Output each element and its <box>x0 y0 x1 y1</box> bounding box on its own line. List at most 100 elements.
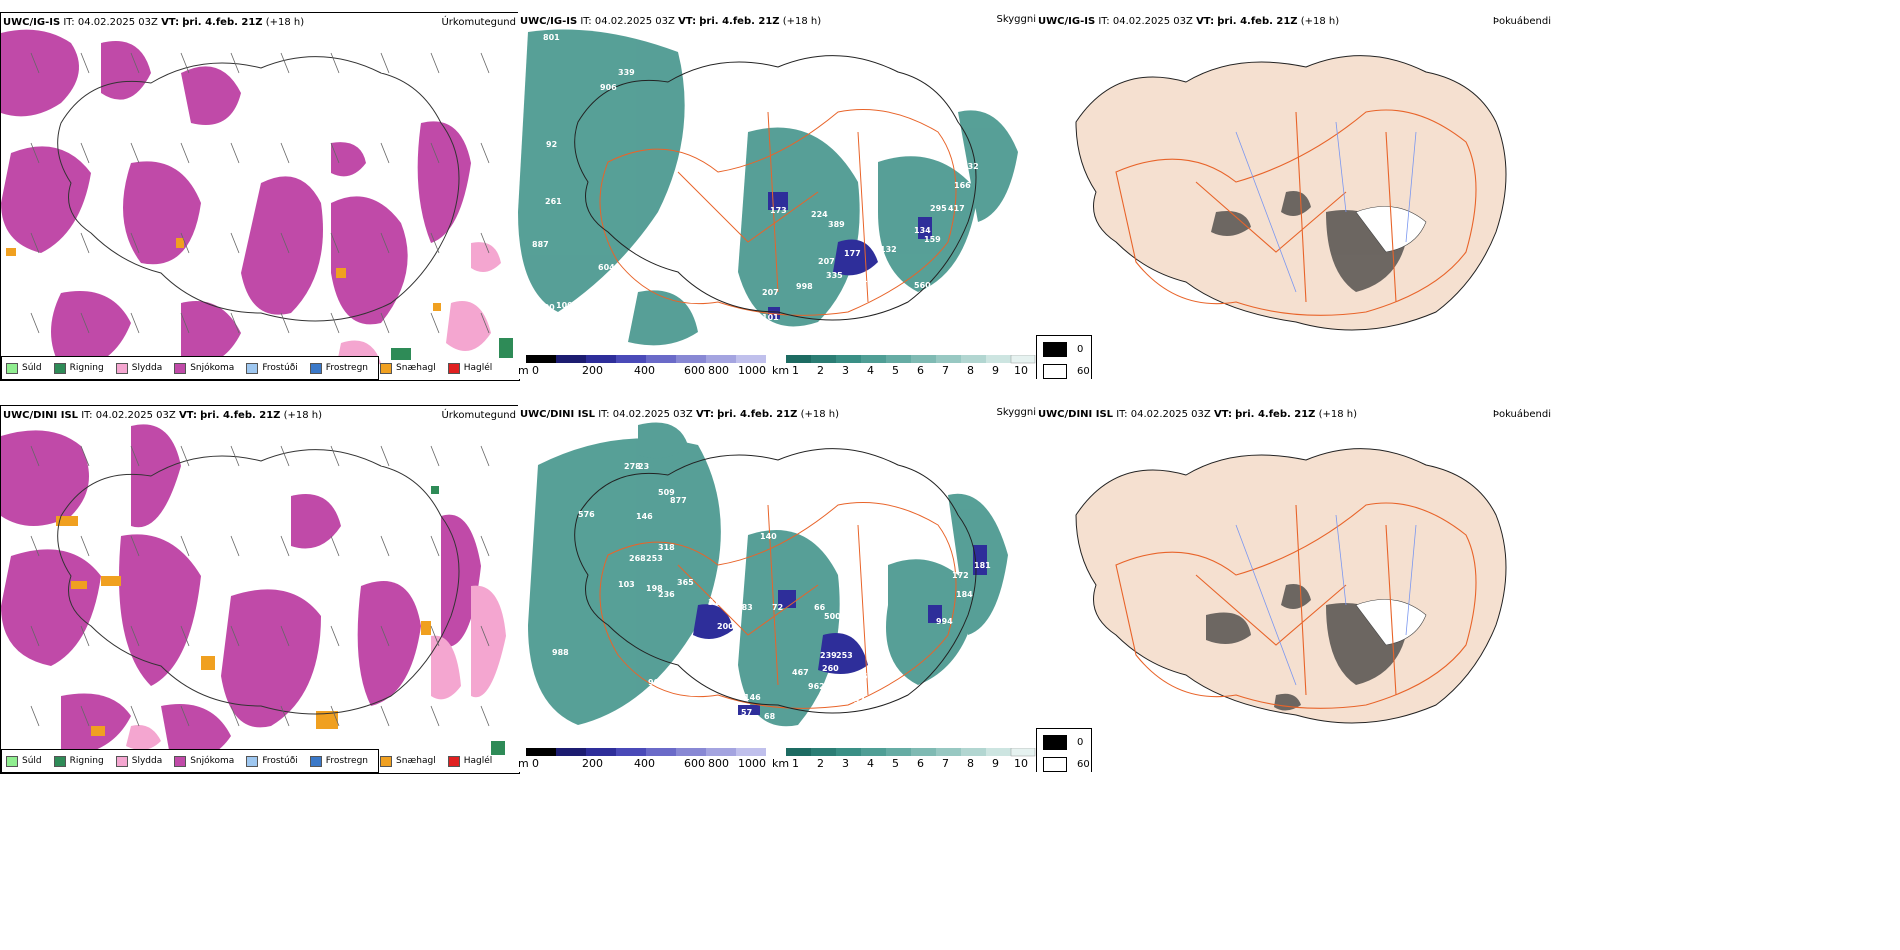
scale-tick: 1 <box>792 364 799 377</box>
valid-time: þri. 4.feb. 21Z <box>200 410 281 421</box>
vis-label: 68 <box>764 712 776 721</box>
fog-map-igis <box>1075 55 1507 331</box>
model-name: UWC/DINI ISL <box>1038 409 1114 420</box>
valid-label: VT: <box>178 410 197 421</box>
scale-unit: m <box>518 757 529 770</box>
precip-map-dini <box>1 424 506 762</box>
coastline <box>57 449 460 715</box>
vis-km-field <box>518 29 1018 346</box>
scale-tick: 6 <box>917 757 924 770</box>
swatch <box>53 755 66 767</box>
vis-label: 294 <box>986 643 1003 652</box>
legend-label: 0 <box>1077 344 1084 355</box>
model-name: UWC/IG-IS <box>3 17 61 28</box>
legend-label: 0 <box>1077 737 1084 748</box>
vis-m-field <box>693 545 987 715</box>
vis-label: 198 <box>646 584 663 593</box>
swatch <box>53 362 66 374</box>
vis-label: 159 <box>924 235 941 244</box>
scale-tick: 0 <box>532 757 539 770</box>
vis-label: 975 <box>672 700 689 709</box>
vis-label: 389 <box>828 220 845 229</box>
coastline <box>574 448 977 714</box>
panel-header: UWC/IG-IS IT: 04.02.2025 03Z VT: þri. 4.… <box>1038 16 1339 27</box>
rivers <box>1235 514 1417 686</box>
fog-legend-high: 60 <box>1043 757 1090 772</box>
wind-barbs <box>30 445 490 727</box>
swatch <box>1043 364 1067 379</box>
scale-tick: 200 <box>582 757 603 770</box>
panel-title: Skyggni <box>996 407 1036 418</box>
vis-value-labels: 801 339 906 92 261 887 1000 900 603 604 … <box>532 33 979 332</box>
vis-label: 103 <box>618 580 635 589</box>
scale-m-bar <box>526 355 766 363</box>
vis-label: 998 <box>796 282 813 291</box>
init-time: IT: 04.02.2025 03Z <box>81 410 176 421</box>
valid-time: þri. 4.feb. 21Z <box>1217 16 1298 27</box>
hail-blobs <box>56 516 431 736</box>
vis-label: 232 <box>962 162 979 171</box>
rain-blobs <box>431 486 505 755</box>
precip-map-igis <box>1 29 513 373</box>
panel-title: Úrkomutegund <box>441 17 516 28</box>
scale-tick: 1000 <box>738 757 766 770</box>
init-time: IT: 04.02.2025 03Z <box>580 16 675 27</box>
legend-label: Súld <box>22 756 42 766</box>
valid-label: VT: <box>1196 16 1215 27</box>
vis-label: 110 <box>696 643 713 652</box>
fog-legend: 0 60 <box>1036 335 1092 379</box>
vis-label: 906 <box>600 83 617 92</box>
visibility-scale-km: km 1 2 3 4 5 6 7 8 9 10 <box>772 748 1036 772</box>
legend-label: Snæhagl <box>396 363 436 373</box>
scale-tick: 600 <box>684 757 705 770</box>
wind-barbs <box>30 52 490 334</box>
vis-value-labels: 278 23 509 877 576 146 140 318 268 253 3… <box>534 462 1003 723</box>
swatch <box>309 755 322 767</box>
vis-label: 207 <box>762 288 779 297</box>
model-name: UWC/IG-IS <box>1038 16 1096 27</box>
swatch <box>115 755 128 767</box>
vis-label: 997 <box>848 696 865 705</box>
legend-label: Rigning <box>69 756 104 766</box>
model-name: UWC/DINI ISL <box>3 410 79 421</box>
roads <box>599 502 957 709</box>
legend-label: 60 <box>1077 759 1090 770</box>
valid-time: þri. 4.feb. 21Z <box>182 17 263 28</box>
legend-label: Snjókoma <box>190 363 235 373</box>
scale-m-bar <box>526 748 766 756</box>
legend-label: Rigning <box>69 363 104 373</box>
precip-type-legend: Súld Rigning Slydda Snjókoma Frostúði Fr… <box>1 356 492 380</box>
fog-legend-high: 60 <box>1043 364 1090 379</box>
lead-time: (+18 h) <box>1318 409 1358 420</box>
swatch <box>1043 735 1067 750</box>
vis-label: 268 <box>629 554 646 563</box>
lead-time: (+18 h) <box>782 16 822 27</box>
vis-label: 224 <box>811 210 828 219</box>
swatch <box>6 362 18 374</box>
vis-label: 576 <box>578 510 595 519</box>
valid-label: VT: <box>161 17 180 28</box>
fog-panel-dini: UWC/DINI ISL IT: 04.02.2025 03Z VT: þri.… <box>1036 405 1556 772</box>
visibility-panel-dini: 278 23 509 877 576 146 140 318 268 253 3… <box>518 405 1036 772</box>
visibility-map-dini: 278 23 509 877 576 146 140 318 268 253 3… <box>528 422 1008 727</box>
vis-label: 173 <box>770 206 787 215</box>
scale-tick: 7 <box>942 757 949 770</box>
legend-label: Súld <box>22 363 42 373</box>
panel-title: Þokuábendi <box>1492 16 1551 27</box>
scale-tick: 3 <box>842 757 849 770</box>
legend-label: 60 <box>1077 366 1090 377</box>
vis-label: 283 <box>736 603 753 612</box>
vis-label: 994 <box>936 617 953 626</box>
precip-blobs <box>1 424 481 762</box>
legend-item-drizzle: Súld <box>6 755 42 767</box>
scale-tick: 5 <box>892 757 899 770</box>
vis-label: 904 <box>648 678 665 687</box>
vis-label: 92 <box>546 140 557 149</box>
scale-tick: 8 <box>967 757 974 770</box>
legend-label: Haglél <box>463 756 493 766</box>
vis-label: 132 <box>880 245 897 254</box>
vis-label: 365 <box>677 578 694 587</box>
vis-label: 295 <box>930 204 947 213</box>
coastline <box>57 56 460 322</box>
vis-label: 253 <box>646 554 663 563</box>
